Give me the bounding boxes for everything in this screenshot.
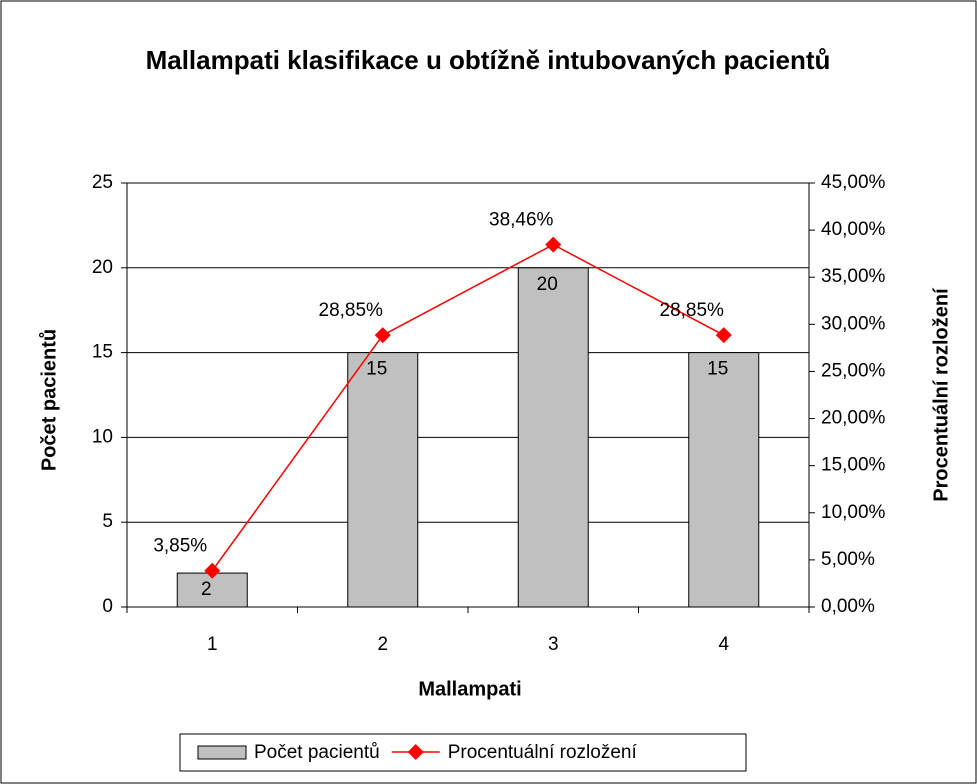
legend-label: Počet pacientů <box>254 742 380 763</box>
legend-box <box>179 733 747 772</box>
y-tick-label: 20 <box>92 257 113 278</box>
y-axis-label: Počet pacientů <box>38 329 60 471</box>
bar-value-label: 15 <box>707 359 728 380</box>
y2-axis-label: Procentuální rozložení <box>930 287 952 502</box>
line-marker <box>374 327 391 344</box>
chart-title: Mallampati klasifikace u obtížně intubov… <box>145 45 831 75</box>
bar <box>688 352 760 608</box>
line-marker <box>545 236 562 253</box>
bar <box>176 572 248 608</box>
bar <box>347 352 419 608</box>
x-axis-label: Mallampati <box>418 678 521 700</box>
legend-label: Procentuální rozložení <box>448 742 638 763</box>
bar-value-label: 20 <box>537 274 558 295</box>
y-tick-label: 25 <box>92 172 113 193</box>
y2-tick-label: 25,00% <box>821 360 886 381</box>
line-value-label: 38,46% <box>489 210 554 231</box>
x-tick-label: 1 <box>207 634 218 655</box>
y-tick-label: 10 <box>92 426 113 447</box>
legend-marker <box>407 744 424 760</box>
line-value-label: 28,85% <box>319 300 384 321</box>
x-tick-label: 3 <box>548 634 559 655</box>
x-tick-label: 4 <box>718 634 729 655</box>
x-tick-label: 2 <box>377 634 388 655</box>
bar-value-label: 2 <box>201 579 212 600</box>
y-tick-label: 5 <box>102 511 113 532</box>
y2-tick-label: 20,00% <box>821 408 886 429</box>
y2-tick-label: 40,00% <box>821 219 886 240</box>
line-marker <box>204 562 221 579</box>
line-value-label: 3,85% <box>153 536 207 557</box>
y-tick-label: 15 <box>92 342 113 363</box>
y2-tick-label: 15,00% <box>821 455 886 476</box>
bar <box>517 267 589 608</box>
bar-value-label: 15 <box>366 359 387 380</box>
y-tick-label: 0 <box>102 596 113 617</box>
y2-tick-label: 0,00% <box>821 596 875 617</box>
line <box>211 243 725 572</box>
y2-tick-label: 5,00% <box>821 549 875 570</box>
line-marker <box>715 327 732 344</box>
legend-swatch <box>197 745 247 760</box>
y2-tick-label: 10,00% <box>821 502 886 523</box>
y2-tick-label: 35,00% <box>821 266 886 287</box>
line-value-label: 28,85% <box>660 300 725 321</box>
y2-tick-label: 30,00% <box>821 313 886 334</box>
y2-tick-label: 45,00% <box>821 172 886 193</box>
